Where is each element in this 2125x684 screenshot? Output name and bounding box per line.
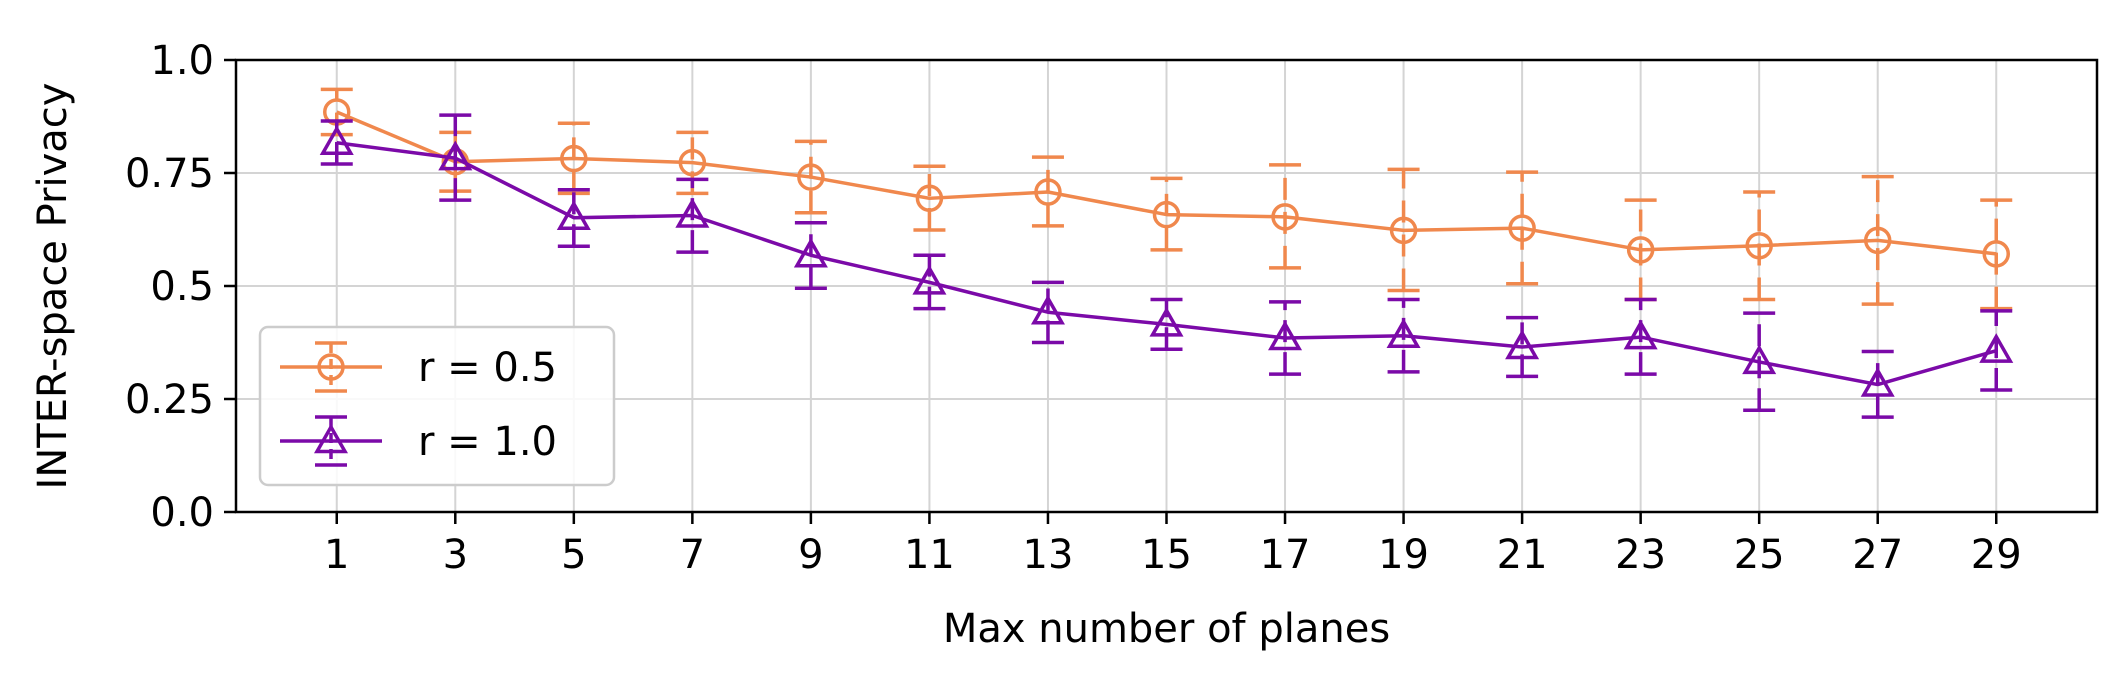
data-point [1386, 318, 1421, 348]
data-point [1030, 294, 1065, 325]
x-tick-label: 19 [1378, 532, 1429, 578]
x-tick-label: 21 [1497, 532, 1548, 578]
x-tick-label: 5 [561, 532, 586, 578]
data-point [678, 148, 707, 177]
x-axis-label: Max number of planes [943, 606, 1390, 652]
x-tick-label: 15 [1141, 532, 1192, 578]
y-axis: 0.0 0.25 0.5 0.75 1.0 [125, 38, 236, 536]
y-axis-label: INTER-space Privacy [30, 83, 76, 490]
data-point [915, 184, 944, 213]
legend: r = 0.5 r = 1.0 [258, 325, 616, 487]
x-tick-label: 11 [904, 532, 955, 578]
data-point [1742, 344, 1777, 375]
x-tick-label: 7 [680, 532, 705, 578]
series-line [336, 140, 1997, 387]
y-tick-label: 0.75 [125, 151, 214, 197]
legend-marker [313, 423, 349, 454]
legend-marker [317, 353, 345, 381]
x-tick-label: 25 [1734, 532, 1785, 578]
data-point [1389, 216, 1418, 245]
data-point [1745, 232, 1773, 260]
series-2 [319, 113, 2014, 419]
data-point [560, 144, 588, 173]
y-tick-label: 1.0 [150, 38, 214, 84]
data-point [1982, 240, 2010, 268]
data-point [1149, 306, 1184, 337]
data-point [1623, 319, 1658, 350]
y-tick-label: 0.0 [150, 490, 214, 536]
series-layer [319, 87, 2014, 419]
data-point [438, 140, 473, 171]
data-point [1505, 329, 1540, 360]
x-tick-label: 27 [1852, 532, 1903, 578]
data-point [1626, 236, 1655, 264]
data-point [675, 197, 710, 228]
data-point [1152, 200, 1181, 229]
x-tick-label: 23 [1615, 532, 1666, 578]
data-point [912, 264, 947, 295]
x-tick-label: 1 [324, 532, 349, 578]
x-tick-label: 29 [1971, 532, 2022, 578]
data-point [797, 163, 825, 191]
x-tick-label: 3 [443, 532, 468, 578]
data-point [1860, 367, 1895, 397]
data-point [556, 200, 591, 230]
x-tick-label: 17 [1260, 532, 1311, 578]
data-point [1268, 320, 1303, 351]
legend-entry-1: r = 0.5 [280, 341, 557, 393]
data-point [1863, 226, 1892, 255]
data-point [1979, 333, 2014, 363]
data-point [793, 237, 828, 268]
data-point [319, 125, 354, 155]
x-axis: 1 3 5 7 9 11 13 15 17 19 21 23 25 27 29 [324, 512, 2022, 578]
legend-label: r = 1.0 [418, 419, 557, 465]
data-point [1034, 178, 1062, 206]
legend-label: r = 0.5 [418, 345, 557, 391]
x-tick-label: 13 [1023, 532, 1074, 578]
data-point [1508, 214, 1536, 242]
x-tick-label: 9 [798, 532, 823, 578]
data-point [1271, 203, 1299, 231]
legend-entry-2: r = 1.0 [280, 415, 557, 467]
y-tick-label: 0.25 [125, 377, 214, 423]
series-line [336, 110, 1997, 256]
y-tick-label: 0.5 [150, 264, 214, 310]
